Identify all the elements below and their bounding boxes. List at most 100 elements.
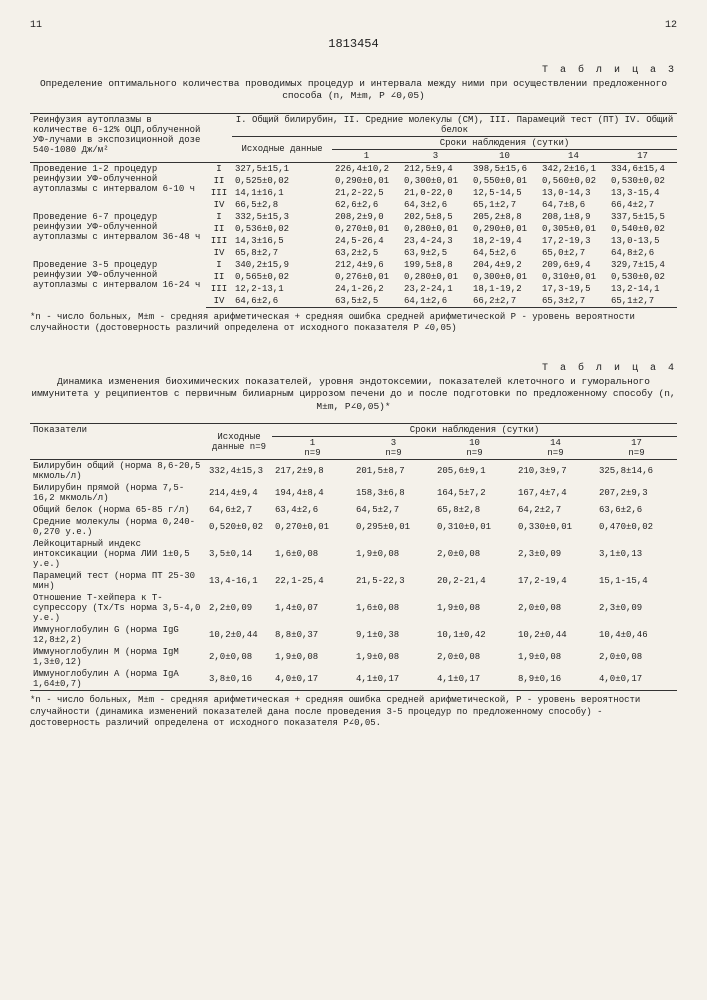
t3-value: 14,3±16,5 xyxy=(232,235,332,247)
t4-value: 8,8±0,37 xyxy=(272,624,353,646)
t3-top-legend: I. Общий билирубин, II. Средние молекулы… xyxy=(232,113,677,136)
t4-value: 2,0±0,08 xyxy=(596,646,677,668)
t3-value: 23,2-24,1 xyxy=(401,283,470,295)
t4-value: 1,9±0,08 xyxy=(353,538,434,570)
t3-value: 199,5±8,8 xyxy=(401,259,470,271)
t3-day-col: 14 xyxy=(539,149,608,162)
t4-value: 4,1±0,17 xyxy=(353,668,434,691)
t3-value: 0,310±0,01 xyxy=(539,271,608,283)
t4-value: 1,9±0,08 xyxy=(515,646,596,668)
t3-value: 0,560±0,02 xyxy=(539,175,608,187)
t4-value: 1,9±0,08 xyxy=(353,646,434,668)
t3-value: 332,5±15,3 xyxy=(232,211,332,223)
t3-value: 21,2-22,5 xyxy=(332,187,401,199)
t3-value: 0,305±0,01 xyxy=(539,223,608,235)
t3-value: 205,2±8,8 xyxy=(470,211,539,223)
t3-value: 0,525±0,02 xyxy=(232,175,332,187)
t4-value: 0,310±0,01 xyxy=(434,516,515,538)
page-right: 12 xyxy=(665,20,677,31)
table4: Показатели Исходные данные n=9 Сроки наб… xyxy=(30,423,677,691)
t4-value: 3,8±0,16 xyxy=(206,668,272,691)
t3-value: 12,2-13,1 xyxy=(232,283,332,295)
t4-row-label: Иммуноглобулин G (норма IgG 12,8±2,2) xyxy=(30,624,206,646)
t4-value: 15,1-15,4 xyxy=(596,570,677,592)
t3-value: 64,5±2,6 xyxy=(470,247,539,259)
t3-roman: IV xyxy=(206,247,232,259)
t3-value: 21,0-22,0 xyxy=(401,187,470,199)
t3-isx-col: Исходные данные xyxy=(232,136,332,162)
t3-value: 64,6±2,6 xyxy=(232,295,332,308)
t3-roman: IV xyxy=(206,199,232,211)
t3-value: 13,2-14,1 xyxy=(608,283,677,295)
t3-group-label: Проведение 3-5 процедур реинфузии УФ-обл… xyxy=(30,259,206,308)
t4-value: 8,9±0,16 xyxy=(515,668,596,691)
t3-value: 18,1-19,2 xyxy=(470,283,539,295)
t3-value: 0,290±0,01 xyxy=(470,223,539,235)
t4-row-label: Общий белок (норма 65-85 г/л) xyxy=(30,504,206,516)
t3-day-col: 3 xyxy=(401,149,470,162)
t4-row-label: Иммуноглобулин A (норма IgA 1,64±0,7) xyxy=(30,668,206,691)
doc-number: 1813454 xyxy=(30,37,677,51)
t3-value: 13,0-13,5 xyxy=(608,235,677,247)
t3-value: 208,2±9,0 xyxy=(332,211,401,223)
t4-value: 4,0±0,17 xyxy=(272,668,353,691)
t3-value: 329,7±15,4 xyxy=(608,259,677,271)
t3-value: 212,4±9,6 xyxy=(332,259,401,271)
t4-value: 2,0±0,08 xyxy=(206,646,272,668)
t3-value: 65,1±2,7 xyxy=(608,295,677,308)
t4-value: 2,3±0,09 xyxy=(596,592,677,624)
t4-value: 1,9±0,08 xyxy=(434,592,515,624)
t3-value: 226,4±10,2 xyxy=(332,162,401,175)
t4-value: 0,270±0,01 xyxy=(272,516,353,538)
t4-value: 4,0±0,17 xyxy=(596,668,677,691)
t3-value: 327,5±15,1 xyxy=(232,162,332,175)
t3-value: 63,5±2,5 xyxy=(332,295,401,308)
t4-row-label: Средние молекулы (норма 0,240-0,270 у.е.… xyxy=(30,516,206,538)
t4-value: 65,8±2,8 xyxy=(434,504,515,516)
t3-value: 334,6±15,4 xyxy=(608,162,677,175)
t3-value: 202,5±8,5 xyxy=(401,211,470,223)
t4-sroki-col: Сроки наблюдения (сутки) xyxy=(272,424,677,437)
t3-value: 13,0-14,3 xyxy=(539,187,608,199)
t3-value: 0,530±0,02 xyxy=(608,175,677,187)
t4-value: 2,0±0,08 xyxy=(434,646,515,668)
t3-value: 17,2-19,3 xyxy=(539,235,608,247)
t3-value: 342,2±16,1 xyxy=(539,162,608,175)
t4-value: 201,5±8,7 xyxy=(353,460,434,483)
t3-roman: II xyxy=(206,271,232,283)
t3-value: 340,2±15,9 xyxy=(232,259,332,271)
table3-caption: Определение оптимального количества пров… xyxy=(30,78,677,103)
t4-value: 63,6±2,6 xyxy=(596,504,677,516)
t4-value: 3,5±0,14 xyxy=(206,538,272,570)
t4-value: 1,6±0,08 xyxy=(272,538,353,570)
t4-value: 63,4±2,6 xyxy=(272,504,353,516)
t3-roman: III xyxy=(206,235,232,247)
t4-value: 0,295±0,01 xyxy=(353,516,434,538)
t3-value: 66,5±2,8 xyxy=(232,199,332,211)
t4-value: 1,6±0,08 xyxy=(353,592,434,624)
t3-value: 0,540±0,02 xyxy=(608,223,677,235)
t4-value: 167,4±7,4 xyxy=(515,482,596,504)
t4-row-label: Отношение T-хейпера к T-супрессору (Tx/T… xyxy=(30,592,206,624)
t4-day-col: 14n=9 xyxy=(515,437,596,460)
t3-value: 12,5-14,5 xyxy=(470,187,539,199)
t3-day-col: 17 xyxy=(608,149,677,162)
t4-value: 4,1±0,17 xyxy=(434,668,515,691)
t3-value: 64,1±2,6 xyxy=(401,295,470,308)
t3-value: 0,565±0,02 xyxy=(232,271,332,283)
t4-pok-col: Показатели xyxy=(30,424,206,460)
t4-value: 205,6±9,1 xyxy=(434,460,515,483)
t4-value: 10,4±0,46 xyxy=(596,624,677,646)
t4-row-label: Иммуноглобулин M (норма IgM 1,3±0,12) xyxy=(30,646,206,668)
t4-value: 210,3±9,7 xyxy=(515,460,596,483)
t4-value: 207,2±9,3 xyxy=(596,482,677,504)
t4-day-col: 10n=9 xyxy=(434,437,515,460)
t4-value: 64,5±2,7 xyxy=(353,504,434,516)
t4-value: 217,2±9,8 xyxy=(272,460,353,483)
t3-value: 24,1-26,2 xyxy=(332,283,401,295)
t3-value: 65,3±2,7 xyxy=(539,295,608,308)
t4-row-label: Билирубин общий (норма 8,6-20,5 мкмоль/л… xyxy=(30,460,206,483)
t4-value: 164,5±7,2 xyxy=(434,482,515,504)
t3-value: 0,270±0,01 xyxy=(332,223,401,235)
table4-footnote: *n - число больных, M±m - средняя арифме… xyxy=(30,695,677,730)
